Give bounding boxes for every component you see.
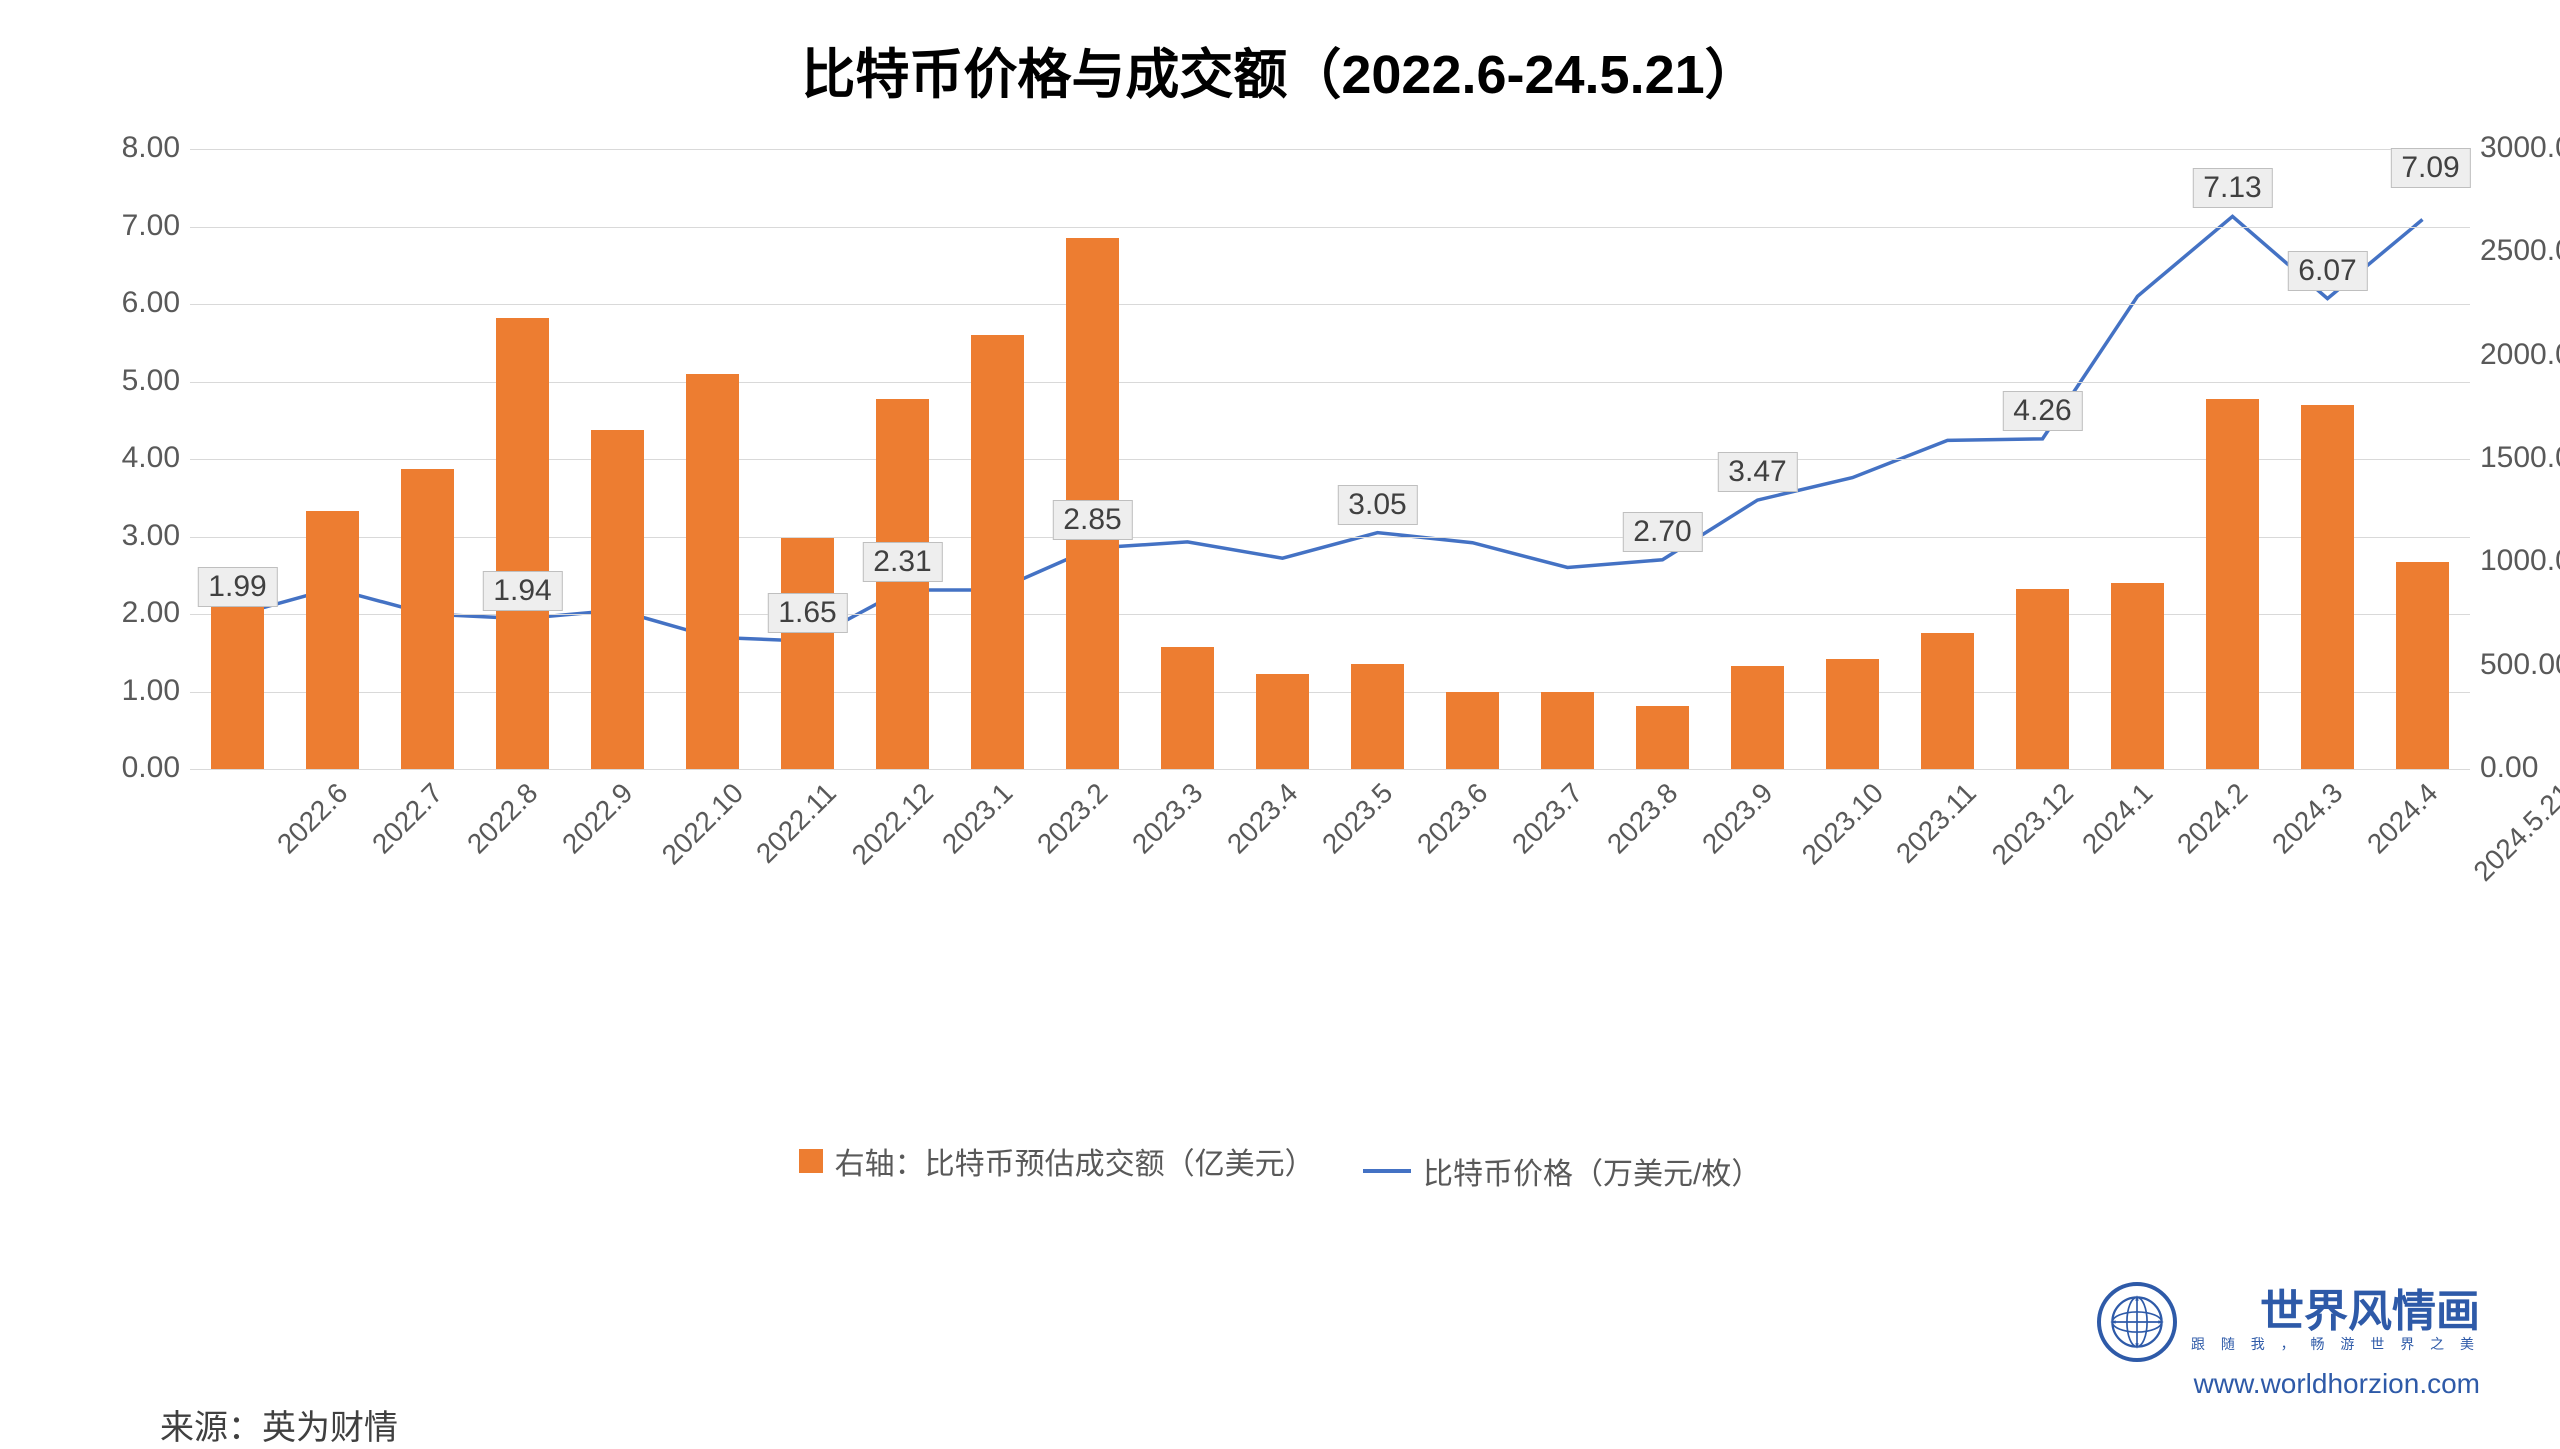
line-data-label: 1.65	[767, 593, 847, 633]
logo-title: 世界风情画	[2191, 1290, 2480, 1334]
x-tick-label: 2024.3	[2266, 777, 2349, 860]
bar	[1541, 692, 1593, 770]
source-label: 来源：英为财情	[160, 1400, 398, 1449]
logo-url: www.worldhorzion.com	[2097, 1368, 2480, 1400]
logo-subtitle: 跟 随 我 ， 畅 游 世 界 之 美	[2191, 1334, 2480, 1354]
logo-block: 世界风情画 跟 随 我 ， 畅 游 世 界 之 美 www.worldhorzi…	[2097, 1282, 2480, 1400]
x-tick-label: 2023.1	[936, 777, 1019, 860]
bar	[1731, 666, 1783, 769]
chart-title: 比特币价格与成交额（2022.6-24.5.21）	[0, 0, 2560, 109]
bar	[781, 538, 833, 769]
bar	[2111, 583, 2163, 769]
x-tick-label: 2024.2	[2171, 777, 2254, 860]
bar	[2016, 589, 2068, 769]
y-left-tick: 1.00	[122, 674, 190, 708]
x-tick-label: 2023.6	[1411, 777, 1494, 860]
y-right-tick: 2000.00	[2470, 338, 2560, 372]
x-tick-label: 2022.8	[461, 777, 544, 860]
x-tick-label: 2022.6	[271, 777, 354, 860]
bar	[2206, 399, 2258, 769]
x-tick-label: 2023.4	[1221, 777, 1304, 860]
bar	[2301, 405, 2353, 769]
line-data-label: 4.26	[2002, 391, 2082, 431]
x-tick-label: 2023.8	[1601, 777, 1684, 860]
plot-area: 0.001.002.003.004.005.006.007.008.000.00…	[190, 149, 2470, 769]
x-tick-label: 2023.9	[1696, 777, 1779, 860]
line-data-label: 3.47	[1717, 452, 1797, 492]
gridline	[190, 227, 2470, 228]
y-left-tick: 8.00	[122, 131, 190, 165]
x-tick-label: 2022.12	[845, 777, 939, 871]
line-data-label: 2.31	[862, 542, 942, 582]
x-tick-label: 2023.12	[1985, 777, 2079, 871]
line-data-label: 1.94	[482, 571, 562, 611]
y-right-tick: 500.00	[2470, 648, 2560, 682]
y-right-tick: 3000.00	[2470, 131, 2560, 165]
gridline	[190, 304, 2470, 305]
bar	[1446, 692, 1498, 770]
y-left-tick: 6.00	[122, 286, 190, 320]
x-tick-label: 2022.9	[556, 777, 639, 860]
bar	[686, 374, 738, 769]
y-left-tick: 7.00	[122, 209, 190, 243]
line-data-label: 7.09	[2390, 148, 2470, 188]
x-tick-label: 2023.7	[1506, 777, 1589, 860]
y-left-tick: 4.00	[122, 441, 190, 475]
logo-row: 世界风情画 跟 随 我 ， 畅 游 世 界 之 美	[2097, 1282, 2480, 1362]
legend-line-swatch	[1363, 1169, 1411, 1173]
bar	[1161, 647, 1213, 769]
line-data-label: 1.99	[197, 567, 277, 607]
bar	[591, 430, 643, 769]
bar	[1256, 674, 1308, 769]
x-tick-label: 2024.5.21	[2467, 777, 2560, 888]
x-tick-label: 2023.2	[1031, 777, 1114, 860]
y-right-tick: 2500.00	[2470, 234, 2560, 268]
line-data-label: 6.07	[2287, 251, 2367, 291]
x-tick-label: 2023.11	[1890, 777, 1983, 870]
bar	[1636, 706, 1688, 769]
line-data-label: 7.13	[2192, 168, 2272, 208]
legend-line-label: 比特币价格（万美元/枚）	[1423, 1149, 1761, 1193]
bar	[306, 511, 358, 769]
y-left-tick: 2.00	[122, 596, 190, 630]
x-tick-label: 2024.4	[2361, 777, 2444, 860]
y-right-tick: 0.00	[2470, 751, 2538, 785]
x-tick-label: 2023.5	[1316, 777, 1399, 860]
x-tick-label: 2022.10	[655, 777, 749, 871]
x-tick-label: 2024.1	[2076, 777, 2159, 860]
legend: 右轴：比特币预估成交额（亿美元） 比特币价格（万美元/枚）	[0, 1139, 2560, 1193]
bar	[2396, 562, 2448, 769]
bar	[1826, 659, 1878, 769]
line-data-label: 3.05	[1337, 485, 1417, 525]
y-left-tick: 0.00	[122, 751, 190, 785]
logo-text: 世界风情画 跟 随 我 ， 畅 游 世 界 之 美	[2191, 1290, 2480, 1354]
logo-icon	[2097, 1282, 2177, 1362]
bar	[401, 469, 453, 769]
bar	[1921, 633, 1973, 769]
bar	[496, 318, 548, 769]
line-data-label: 2.70	[1622, 512, 1702, 552]
chart-container: 0.001.002.003.004.005.006.007.008.000.00…	[80, 149, 2480, 939]
gridline	[190, 149, 2470, 150]
y-left-tick: 3.00	[122, 519, 190, 553]
x-tick-label: 2023.3	[1126, 777, 1209, 860]
legend-line-item: 比特币价格（万美元/枚）	[1363, 1149, 1761, 1193]
bar	[971, 335, 1023, 769]
line-data-label: 2.85	[1052, 500, 1132, 540]
legend-bar-swatch	[799, 1149, 823, 1173]
x-tick-label: 2022.7	[366, 777, 449, 860]
price-line	[238, 216, 2423, 641]
legend-bar-label: 右轴：比特币预估成交额（亿美元）	[835, 1139, 1315, 1183]
y-right-tick: 1500.00	[2470, 441, 2560, 475]
x-tick-label: 2022.11	[750, 777, 843, 870]
bar	[876, 399, 928, 769]
legend-bar-item: 右轴：比特币预估成交额（亿美元）	[799, 1139, 1315, 1183]
x-axis-labels: 2022.62022.72022.82022.92022.102022.1120…	[190, 769, 2470, 939]
y-left-tick: 5.00	[122, 364, 190, 398]
bar	[1351, 664, 1403, 769]
y-right-tick: 1000.00	[2470, 544, 2560, 578]
x-tick-label: 2023.10	[1795, 777, 1889, 871]
